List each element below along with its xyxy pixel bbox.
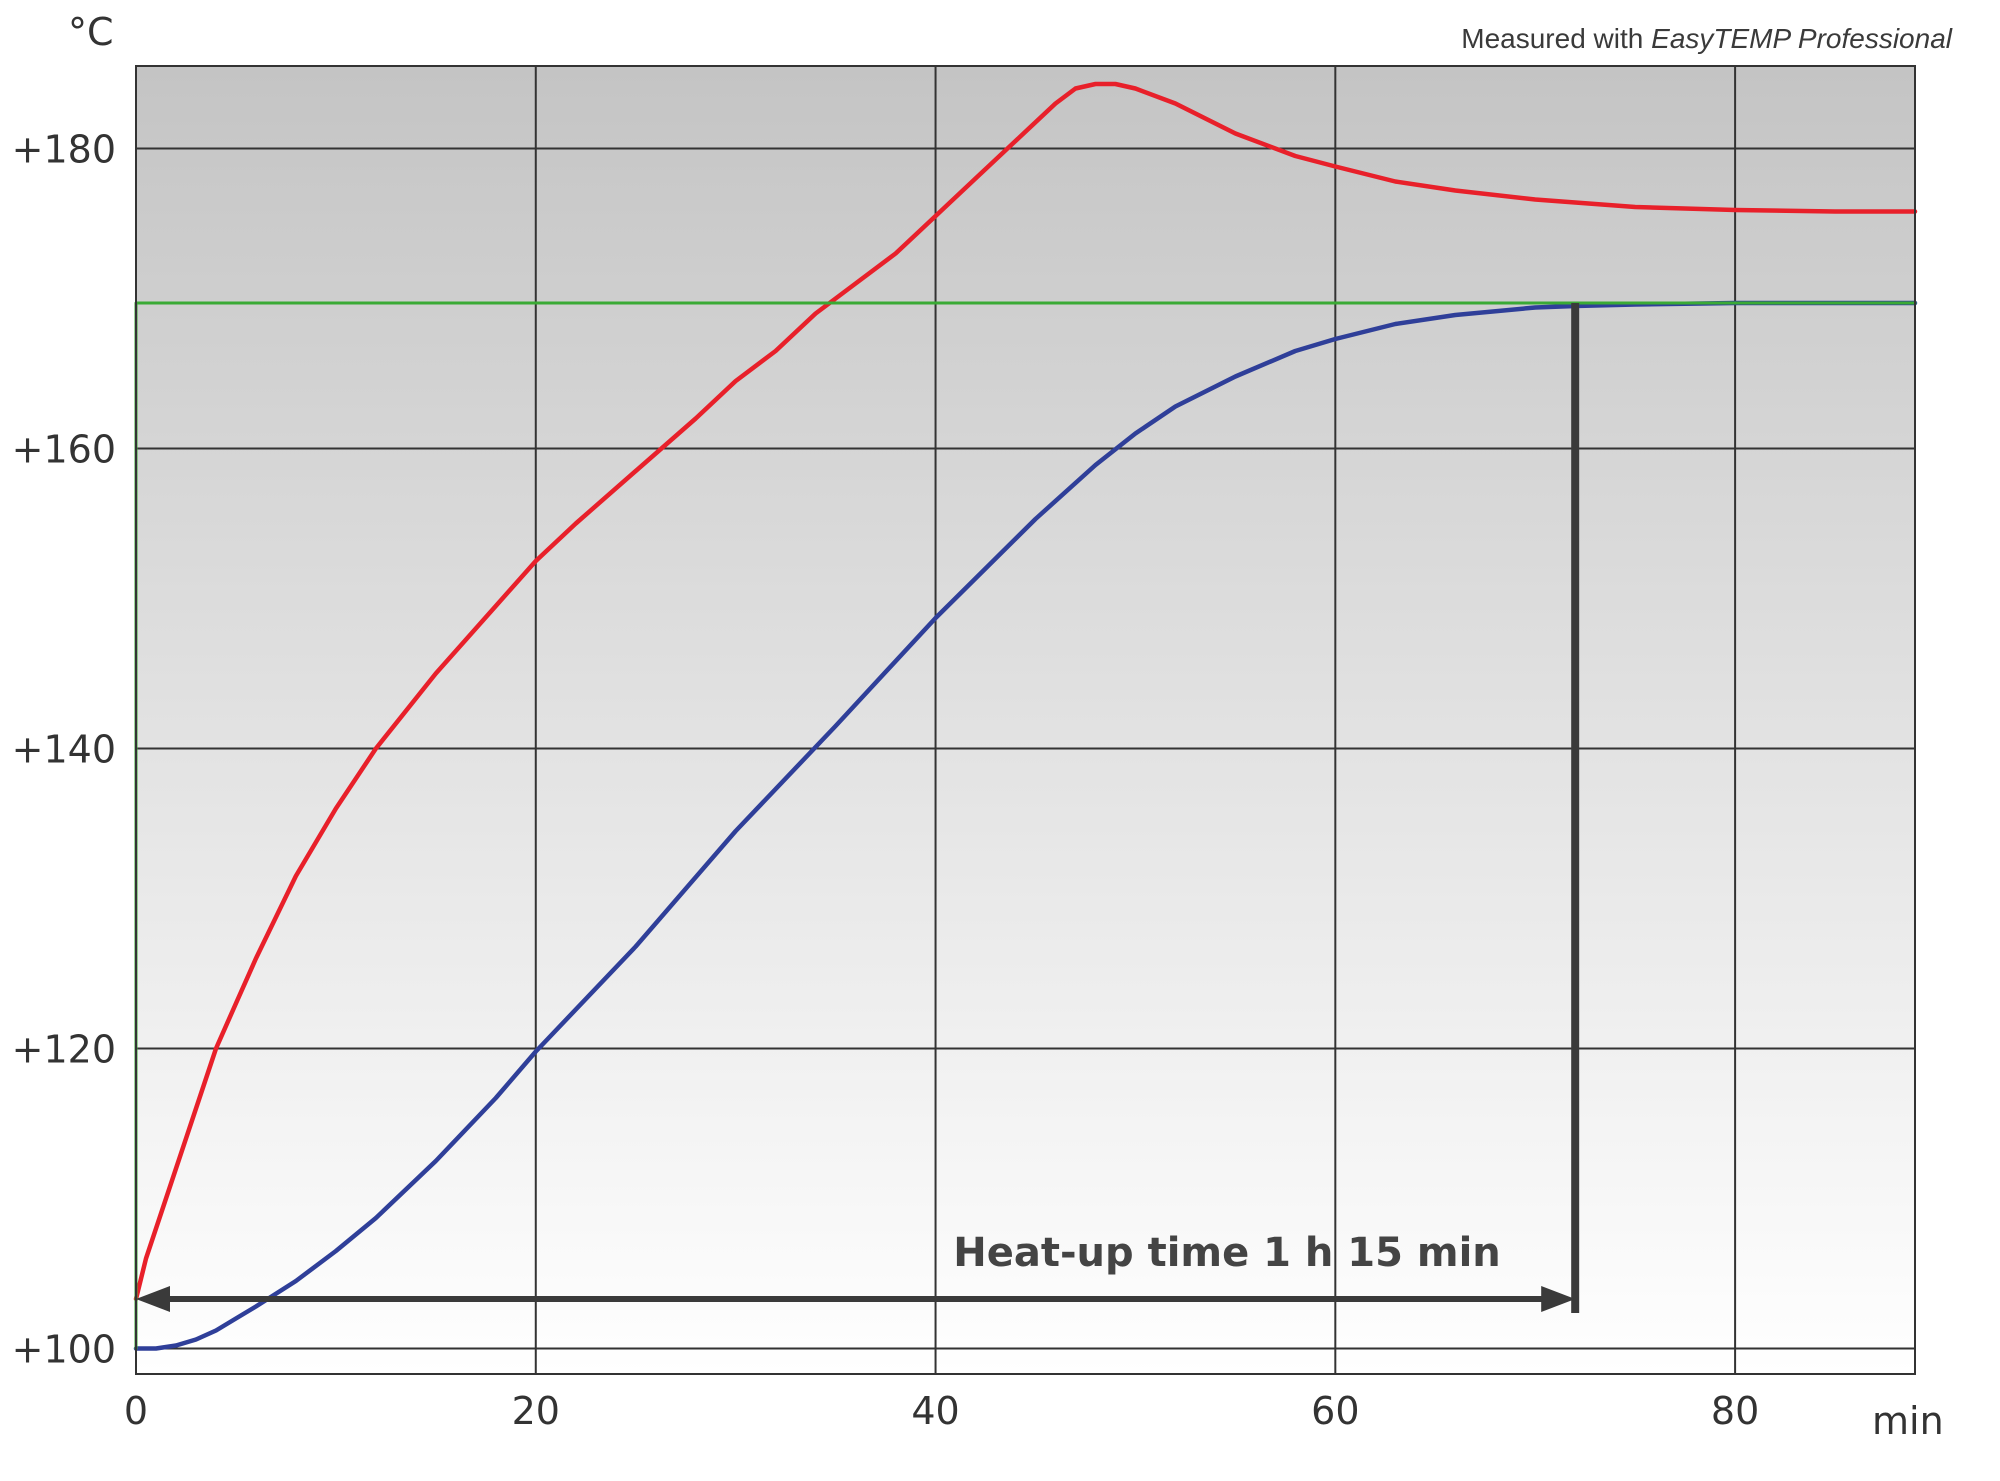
annotation-group	[136, 303, 1580, 1313]
series-line-red	[133, 81, 1918, 1302]
series-line-blue	[133, 300, 1918, 1351]
x-tick-label: 40	[911, 1389, 959, 1433]
x-tick-label: 60	[1311, 1389, 1359, 1433]
arrow-head-right	[1541, 1286, 1576, 1312]
heat-up-time-label: Heat-up time 1 h 15 min	[953, 1230, 1501, 1276]
plot-frame	[135, 65, 1916, 1375]
y-axis-unit-label: °C	[68, 10, 114, 54]
plot-background	[136, 66, 1915, 1374]
y-tick-label: +180	[12, 128, 116, 172]
y-tick-labels: +100 +120 +140 +160 +180	[12, 128, 116, 1372]
x-tick-label: 0	[124, 1389, 148, 1433]
y-tick-label: +140	[12, 728, 116, 772]
y-tick-label: +100	[12, 1328, 116, 1372]
measurement-credit: Measured with EasyTEMP Professional	[1461, 23, 1953, 54]
y-tick-label: +160	[12, 428, 116, 472]
y-tick-label: +120	[12, 1028, 116, 1072]
x-axis-unit-label: min	[1872, 1399, 1944, 1443]
credit-product: EasyTEMP Professional	[1651, 23, 1953, 54]
x-tick-label: 20	[512, 1389, 560, 1433]
x-tick-label: 80	[1711, 1389, 1759, 1433]
grid	[135, 66, 1915, 1374]
x-tick-labels: 0 20 40 60 80	[124, 1389, 1759, 1433]
arrow-head-left	[136, 1286, 170, 1312]
credit-prefix: Measured with	[1461, 23, 1651, 54]
